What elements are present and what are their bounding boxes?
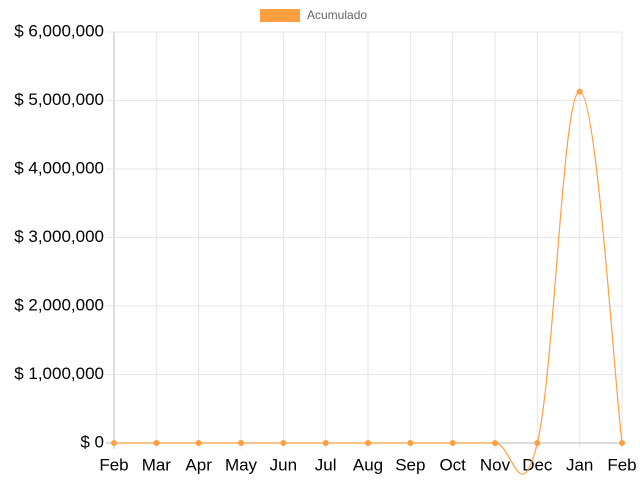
x-tick-label: Nov: [480, 455, 511, 474]
x-tick-label: Sep: [395, 455, 425, 474]
y-tick-label: $ 0: [80, 432, 104, 451]
x-tick-label: Apr: [185, 455, 212, 474]
legend-label: Acumulado: [307, 8, 367, 22]
data-point: [238, 440, 244, 446]
data-point: [322, 440, 329, 446]
x-tick-label: Dec: [522, 455, 553, 474]
y-tick-label: $ 4,000,000: [14, 158, 104, 177]
data-point: [111, 440, 117, 446]
data-point: [534, 440, 541, 446]
y-tick-label: $ 2,000,000: [14, 295, 104, 314]
y-tick-label: $ 1,000,000: [14, 364, 104, 383]
x-tick-label: Feb: [99, 455, 128, 474]
data-point: [619, 440, 625, 446]
data-point: [576, 88, 583, 95]
data-point: [365, 440, 371, 446]
x-tick-label: Oct: [439, 455, 466, 474]
y-tick-label: $ 5,000,000: [14, 90, 104, 109]
x-tick-label: Mar: [142, 455, 172, 474]
data-point: [407, 440, 414, 446]
x-tick-label: Jan: [566, 455, 593, 474]
x-tick-label: May: [225, 455, 258, 474]
legend-swatch: [260, 9, 300, 22]
x-tick-label: Jun: [270, 455, 297, 474]
series-line: [114, 90, 623, 475]
data-point: [280, 440, 287, 446]
data-point: [195, 440, 202, 446]
y-tick-label: $ 3,000,000: [14, 227, 104, 246]
data-point: [153, 440, 160, 446]
data-point: [449, 440, 456, 446]
x-tick-label: Jul: [315, 455, 337, 474]
data-point: [492, 440, 498, 446]
x-tick-label: Feb: [607, 455, 636, 474]
x-tick-label: Aug: [353, 455, 383, 474]
y-tick-label: $ 6,000,000: [14, 21, 104, 40]
